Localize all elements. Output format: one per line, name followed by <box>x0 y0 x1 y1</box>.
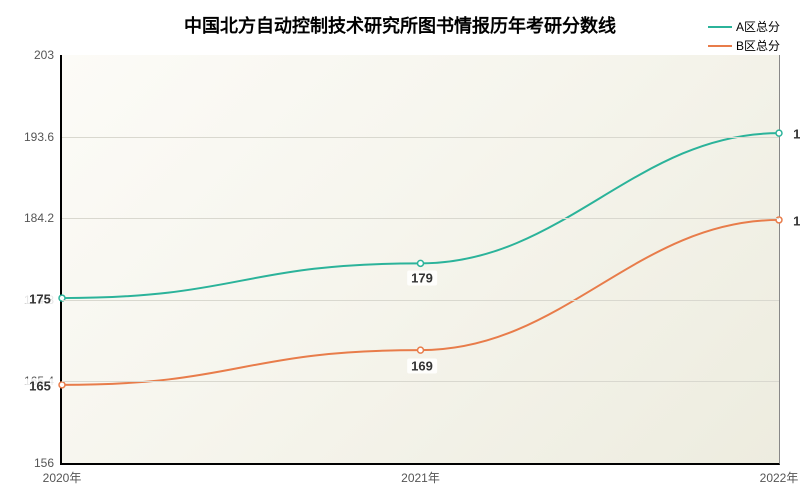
legend-label-b: B区总分 <box>736 37 780 54</box>
data-label: 165 <box>25 379 55 394</box>
x-tick-label: 2022年 <box>760 463 799 486</box>
data-point <box>418 347 424 353</box>
plot-area: 156165.4174.8184.2193.62032020年2021年2022… <box>60 55 780 465</box>
x-tick-label: 2020年 <box>43 463 82 486</box>
line-layer <box>62 55 779 463</box>
y-tick-label: 184.2 <box>24 211 62 225</box>
grid-line <box>62 218 779 219</box>
legend-item-b: B区总分 <box>708 37 780 54</box>
legend-swatch-a <box>708 26 732 28</box>
y-tick-label: 203 <box>34 48 62 62</box>
data-label: 169 <box>407 358 437 373</box>
chart-title: 中国北方自动控制技术研究所图书情报历年考研分数线 <box>0 12 800 38</box>
y-tick-label: 193.6 <box>24 130 62 144</box>
data-point <box>776 130 782 136</box>
legend: A区总分 B区总分 <box>708 18 780 56</box>
data-label: 175 <box>25 292 55 307</box>
grid-line <box>62 381 779 382</box>
legend-item-a: A区总分 <box>708 18 780 35</box>
data-label: 184 <box>789 213 800 228</box>
chart-container: 中国北方自动控制技术研究所图书情报历年考研分数线 A区总分 B区总分 15616… <box>0 0 800 500</box>
grid-line <box>62 300 779 301</box>
legend-label-a: A区总分 <box>736 18 780 35</box>
data-point <box>418 260 424 266</box>
data-label: 194 <box>789 126 800 141</box>
x-tick-label: 2021年 <box>401 463 440 486</box>
data-label: 179 <box>407 271 437 286</box>
grid-line <box>62 137 779 138</box>
legend-swatch-b <box>708 45 732 47</box>
